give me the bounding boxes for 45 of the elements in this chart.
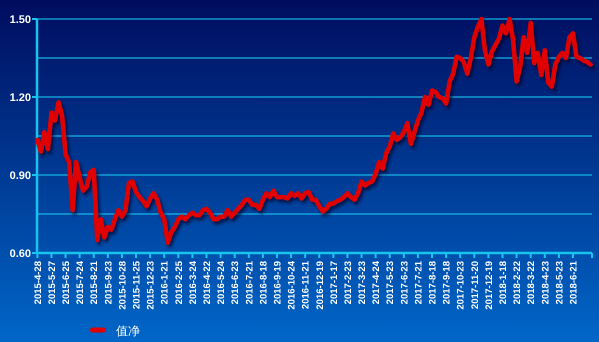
x-tick-label: 2016-3-24 [188,260,199,304]
x-tick-label: 2017-9-18 [442,261,453,304]
x-tick-label: 2015-8-21 [89,260,100,304]
x-tick-label: 2016-5-24 [216,260,228,304]
x-tick-label: 2016-4-22 [202,261,213,304]
legend-label: 值净 [116,324,140,338]
x-tick-label: 2017-10-23 [456,261,467,310]
x-tick-label: 2017-2-23 [342,261,354,304]
x-tick-label: 2016-7-21 [244,260,256,304]
x-tick-label: 2017-11-20 [470,261,481,310]
x-tick-label: 2017-4-24 [371,260,382,304]
x-tick-label: 2017-7-21 [413,260,424,304]
y-tick-label: 0.60 [10,248,31,260]
x-tick-label: 2017-8-18 [428,261,439,304]
x-tick-label: 2016-2-25 [174,260,185,304]
x-tick-label: 2016-6-23 [230,261,242,304]
x-tick-label: 2016-12-19 [314,261,326,310]
line-series [35,16,593,245]
x-tick-label: 2015-9-23 [103,261,114,304]
x-tick-label: 2017-3-23 [357,261,368,304]
x-tick-label: 2017-6-23 [399,261,410,304]
x-tick-label: 2015-4-28 [32,261,44,304]
x-tick-label: 2015-7-24 [75,260,86,304]
x-tick-label: 2016-10-24 [286,260,298,310]
y-tick-label: 0.90 [10,170,31,182]
y-tick-label: 1.50 [10,14,31,26]
x-tick-label: 2015-12-23 [146,261,157,310]
x-tick-label: 2018-4-23 [540,261,552,304]
x-tick-label: 2017-12-19 [484,261,495,310]
x-tick-label: 2016-9-19 [272,261,284,304]
x-tick-label: 2017-5-23 [385,261,396,304]
x-tick-label: 2016-8-18 [258,261,270,304]
x-tick-label: 2018-1-18 [498,261,509,304]
x-tick-label: 2015-10-28 [117,261,128,310]
x-tick-label: 2018-3-22 [526,261,538,304]
x-tick-label: 2018-5-23 [554,261,566,304]
x-tick-label: 2015-11-25 [132,260,143,310]
x-tick-label: 2016-11-21 [300,260,312,310]
y-tick-label: 1.20 [10,92,31,104]
x-tick-label: 2018-2-22 [512,261,524,304]
x-tick-label: 2018-6-21 [568,260,580,304]
x-tick-label: 2015-5-27 [46,261,58,304]
x-tick-label: 2017-1-17 [328,261,340,304]
x-tick-label: 2016-1-21 [160,260,171,304]
x-tick-label: 2015-6-25 [61,260,72,304]
